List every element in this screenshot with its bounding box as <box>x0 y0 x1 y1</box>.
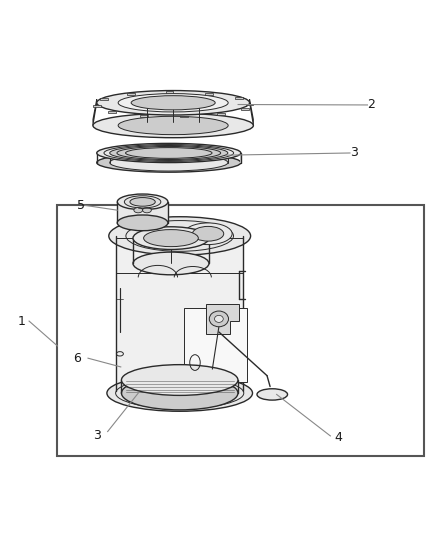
Ellipse shape <box>134 207 143 213</box>
Text: 1: 1 <box>18 314 25 328</box>
Ellipse shape <box>143 207 151 213</box>
Ellipse shape <box>131 96 215 110</box>
Bar <box>57 205 424 456</box>
Ellipse shape <box>97 91 250 115</box>
Text: 5: 5 <box>77 199 85 212</box>
Polygon shape <box>217 113 225 115</box>
Polygon shape <box>93 99 97 125</box>
Ellipse shape <box>130 198 155 206</box>
Polygon shape <box>97 153 98 163</box>
Ellipse shape <box>118 94 228 112</box>
Ellipse shape <box>107 375 253 411</box>
Polygon shape <box>250 99 254 125</box>
Polygon shape <box>241 108 249 110</box>
Ellipse shape <box>126 148 212 158</box>
Ellipse shape <box>97 143 241 163</box>
Polygon shape <box>140 115 148 117</box>
Ellipse shape <box>121 365 238 395</box>
Text: 2: 2 <box>367 99 375 111</box>
Bar <box>117 236 243 391</box>
Ellipse shape <box>97 153 241 172</box>
Polygon shape <box>93 105 101 107</box>
Ellipse shape <box>117 215 168 231</box>
Ellipse shape <box>209 311 229 327</box>
Bar <box>121 380 238 393</box>
Polygon shape <box>240 153 241 163</box>
Ellipse shape <box>117 194 168 210</box>
Polygon shape <box>206 304 239 334</box>
Ellipse shape <box>184 223 232 245</box>
Ellipse shape <box>110 146 228 160</box>
Polygon shape <box>246 103 254 106</box>
Text: 4: 4 <box>335 431 343 444</box>
Ellipse shape <box>118 116 228 135</box>
Ellipse shape <box>93 113 254 138</box>
Ellipse shape <box>192 227 224 241</box>
Ellipse shape <box>133 227 209 249</box>
Ellipse shape <box>257 389 288 400</box>
Polygon shape <box>235 98 243 99</box>
Polygon shape <box>127 93 135 95</box>
Bar <box>117 202 168 223</box>
Polygon shape <box>108 111 116 112</box>
Ellipse shape <box>133 252 209 275</box>
Ellipse shape <box>109 217 251 255</box>
Polygon shape <box>100 99 108 100</box>
Ellipse shape <box>124 196 161 208</box>
Ellipse shape <box>144 230 198 247</box>
Ellipse shape <box>121 376 238 410</box>
Polygon shape <box>205 93 213 95</box>
Polygon shape <box>180 116 188 117</box>
Bar <box>184 308 247 382</box>
Polygon shape <box>166 92 173 93</box>
Ellipse shape <box>110 154 228 171</box>
Text: 3: 3 <box>93 430 101 442</box>
Text: 6: 6 <box>74 352 81 365</box>
Text: 3: 3 <box>350 147 358 159</box>
Ellipse shape <box>215 316 223 322</box>
